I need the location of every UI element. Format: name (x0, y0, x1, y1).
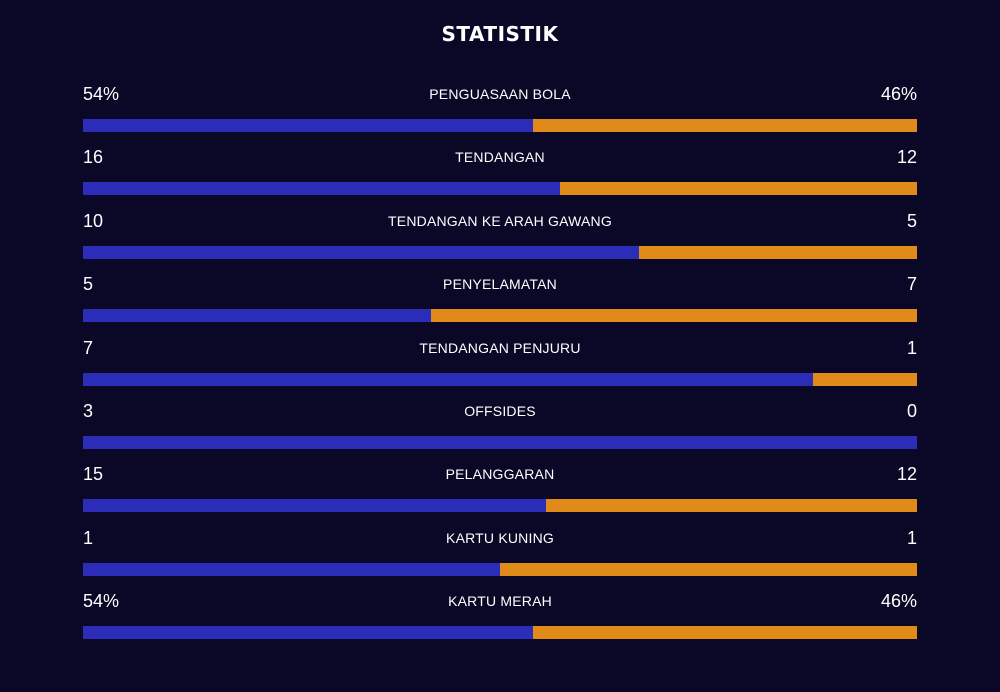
home-bar-fill (83, 372, 813, 386)
comparison-bar (83, 435, 917, 449)
stat-label: KARTU MERAH (448, 593, 552, 610)
away-value: 12 (896, 464, 917, 485)
stat-label: PENGUASAAN BOLA (429, 86, 571, 102)
stat-row-fouls: 15 PELANGGARAN 12 (83, 460, 917, 523)
away-bar-fill (546, 499, 917, 513)
stat-label: TENDANGAN (455, 149, 545, 166)
home-bar-fill (83, 182, 560, 196)
away-value: 1 (906, 527, 917, 548)
away-bar-fill (533, 119, 917, 132)
stat-label: KARTU KUNING (446, 529, 554, 546)
stat-label: OFFSIDES (464, 402, 536, 419)
away-value: 5 (906, 210, 917, 231)
home-bar-fill (83, 626, 534, 640)
home-value: 1 (83, 527, 94, 548)
away-bar-fill (638, 245, 917, 259)
home-value: 5 (83, 274, 94, 295)
comparison-bar (83, 182, 917, 196)
home-value: 15 (83, 464, 104, 485)
away-value: 7 (906, 274, 917, 295)
comparison-bar (83, 309, 917, 323)
away-bar-fill (812, 372, 917, 386)
home-bar-fill (83, 309, 431, 323)
home-bar-fill (83, 562, 500, 576)
stat-row-possession: 54% PENGUASAAN BOLA 46% (83, 80, 917, 143)
stat-row-yellow-cards: 1 KARTU KUNING 1 (83, 524, 917, 587)
stat-row-red-cards: 54% KARTU MERAH 46% (83, 587, 917, 650)
stat-label: TENDANGAN KE ARAH GAWANG (388, 212, 612, 229)
home-value: 3 (83, 400, 94, 421)
away-value: 46% (880, 84, 917, 104)
home-value: 7 (83, 337, 94, 358)
home-value: 16 (83, 147, 104, 168)
comparison-bar (83, 245, 917, 259)
stats-list: 54% PENGUASAAN BOLA 46% 16 TENDANGAN 12 … (83, 80, 917, 651)
away-bar-fill (500, 562, 917, 576)
away-value: 1 (906, 337, 917, 358)
comparison-bar (83, 119, 917, 132)
stat-row-shots-on-target: 10 TENDANGAN KE ARAH GAWANG 5 (83, 207, 917, 270)
away-bar-fill (533, 626, 917, 640)
stat-row-corners: 7 TENDANGAN PENJURU 1 (83, 334, 917, 397)
stat-row-saves: 5 PENYELAMATAN 7 (83, 270, 917, 333)
comparison-bar (83, 499, 917, 513)
home-value: 10 (83, 210, 104, 231)
stat-label: PELANGGARAN (445, 466, 555, 483)
home-bar-fill (83, 435, 917, 449)
away-value: 46% (880, 591, 917, 612)
home-value: 54% (83, 84, 120, 104)
away-bar-fill (430, 309, 917, 323)
stat-row-shots: 16 TENDANGAN 12 (83, 143, 917, 206)
comparison-bar (83, 562, 917, 576)
home-value: 54% (83, 591, 120, 612)
stat-label: PENYELAMATAN (443, 276, 557, 293)
away-bar-fill (559, 182, 917, 196)
home-bar-fill (83, 499, 547, 513)
comparison-bar (83, 626, 917, 640)
page-title: STATISTIK (441, 22, 559, 46)
stat-row-offsides: 3 OFFSIDES 0 (83, 397, 917, 460)
away-value: 12 (896, 147, 917, 168)
stat-label: TENDANGAN PENJURU (419, 339, 581, 356)
home-bar-fill (83, 119, 534, 132)
comparison-bar (83, 372, 917, 386)
away-value: 0 (906, 400, 917, 421)
home-bar-fill (83, 245, 639, 259)
